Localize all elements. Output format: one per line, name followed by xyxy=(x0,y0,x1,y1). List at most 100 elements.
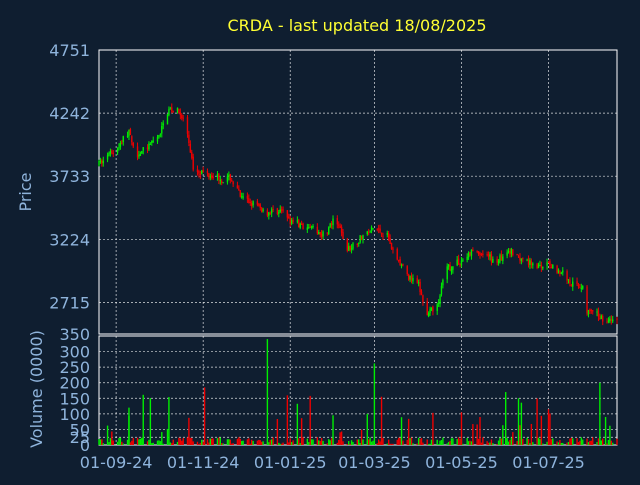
candle-body xyxy=(182,117,184,119)
volume-bar xyxy=(172,439,174,445)
candle-body xyxy=(306,227,309,230)
candle-body xyxy=(497,260,500,264)
candle-body xyxy=(248,198,250,203)
candle-body xyxy=(348,246,350,251)
volume-bar xyxy=(149,398,152,445)
candle-body xyxy=(362,235,364,240)
candle-body xyxy=(260,207,263,213)
volume-bar xyxy=(457,437,460,445)
candle-body xyxy=(567,279,570,281)
date-tick-label: 01-09-24 xyxy=(80,453,153,472)
candle-body xyxy=(366,231,368,235)
candle-body xyxy=(372,228,374,230)
candle-body xyxy=(457,258,460,265)
volume-bar xyxy=(186,437,189,445)
volume-bar xyxy=(181,440,183,445)
volume-bar xyxy=(286,395,289,445)
candle-body xyxy=(530,261,533,265)
volume-bar xyxy=(221,443,223,445)
volume-bar xyxy=(530,423,533,445)
candle-body xyxy=(212,177,214,179)
volume-bar xyxy=(590,440,593,445)
candle-body xyxy=(576,281,578,284)
price-tick-label: 350 xyxy=(59,325,90,344)
candle-body xyxy=(299,223,301,229)
volume-bar xyxy=(198,444,200,445)
volume-bar xyxy=(166,428,169,445)
volume-bar xyxy=(338,439,340,445)
candle-body xyxy=(579,287,581,289)
candle-body xyxy=(486,254,488,256)
volume-bar xyxy=(258,439,260,445)
candle-body xyxy=(310,226,313,229)
volume-bar xyxy=(439,440,441,445)
candle-body xyxy=(128,130,130,137)
candle-body xyxy=(201,170,203,174)
candle-body xyxy=(149,143,152,145)
volume-bar xyxy=(610,440,612,445)
candle-body xyxy=(470,249,473,256)
candle-body xyxy=(527,258,530,265)
volume-bar xyxy=(504,392,507,445)
candle-body xyxy=(589,309,591,312)
candle-body xyxy=(536,263,538,269)
candle-body xyxy=(346,239,348,251)
candle-body xyxy=(342,231,344,239)
candle-body xyxy=(509,251,511,255)
volume-bar xyxy=(232,443,234,445)
volume-bar xyxy=(580,437,583,445)
candle-body xyxy=(609,318,611,322)
candle-body xyxy=(121,142,123,144)
volume-bar xyxy=(566,442,568,445)
candle-body xyxy=(499,255,501,262)
candle-body xyxy=(322,231,324,237)
volume-bar xyxy=(228,439,230,445)
candle-body xyxy=(222,182,224,184)
volume-bar xyxy=(526,437,528,445)
candle-body xyxy=(238,188,240,191)
volume-bar xyxy=(350,440,353,445)
volume-tick-label: 250 xyxy=(59,358,90,377)
candle-body xyxy=(122,136,124,143)
candle-body xyxy=(572,281,574,287)
candle-body xyxy=(480,253,483,255)
volume-bar xyxy=(532,442,534,445)
volume-bar xyxy=(168,397,170,445)
volume-bar xyxy=(462,443,464,445)
volume-bar xyxy=(128,407,130,445)
candle-body xyxy=(202,169,204,173)
volume-bar xyxy=(609,425,611,445)
volume-bar xyxy=(108,442,110,445)
candle-body xyxy=(490,254,493,262)
volume-bar xyxy=(360,429,363,445)
candle-body xyxy=(476,250,478,252)
candle-body xyxy=(278,212,280,214)
volume-bar xyxy=(146,441,149,445)
volume-bar xyxy=(442,437,444,445)
volume-bar xyxy=(101,439,103,445)
volume-bar xyxy=(326,443,329,445)
candle-body xyxy=(599,317,601,319)
candle-body xyxy=(559,270,561,275)
volume-bar xyxy=(322,440,324,445)
candle-body xyxy=(389,238,391,244)
candle-body xyxy=(112,152,114,154)
volume-bar xyxy=(557,442,560,445)
candle-body xyxy=(466,256,468,260)
volume-bar xyxy=(437,444,440,445)
candle-body xyxy=(442,279,444,286)
volume-bar xyxy=(201,439,203,445)
volume-bar xyxy=(276,419,279,445)
candle-body xyxy=(246,195,249,199)
candle-body xyxy=(577,284,580,287)
candle-body xyxy=(329,223,331,227)
volume-bar xyxy=(212,438,214,445)
volume-bar xyxy=(507,441,510,445)
candle-body xyxy=(412,278,414,282)
volume-bar xyxy=(567,441,570,445)
volume-bar xyxy=(419,439,421,445)
candle-body xyxy=(426,301,428,316)
volume-bar xyxy=(252,440,254,445)
candle-body xyxy=(269,213,271,215)
